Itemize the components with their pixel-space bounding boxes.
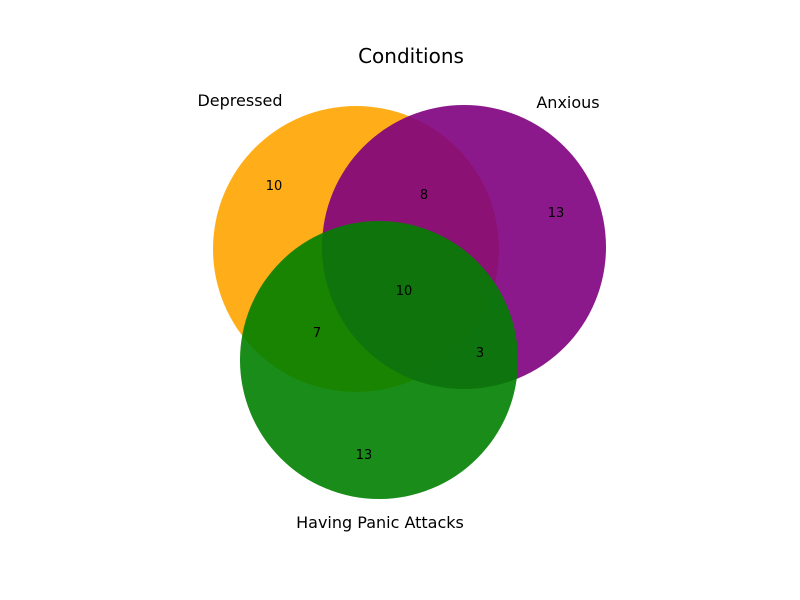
chart-title: Conditions xyxy=(358,44,464,68)
venn-circles xyxy=(213,105,606,499)
set-label-anxious: Anxious xyxy=(536,93,599,112)
region-count-depressed-only: 10 xyxy=(266,179,283,194)
set-label-depressed: Depressed xyxy=(197,91,282,110)
region-count-all-three: 10 xyxy=(396,284,413,299)
region-count-anxious-panic: 3 xyxy=(476,346,484,361)
circle-panic-attacks xyxy=(240,221,518,499)
region-count-depressed-panic: 7 xyxy=(313,326,321,341)
set-label-panic-attacks: Having Panic Attacks xyxy=(296,513,464,532)
region-count-anxious-only: 13 xyxy=(548,206,565,221)
region-count-depressed-anxious: 8 xyxy=(420,188,428,203)
region-counts: 10 13 8 13 7 3 10 xyxy=(266,179,565,463)
region-count-panic-only: 13 xyxy=(356,448,373,463)
